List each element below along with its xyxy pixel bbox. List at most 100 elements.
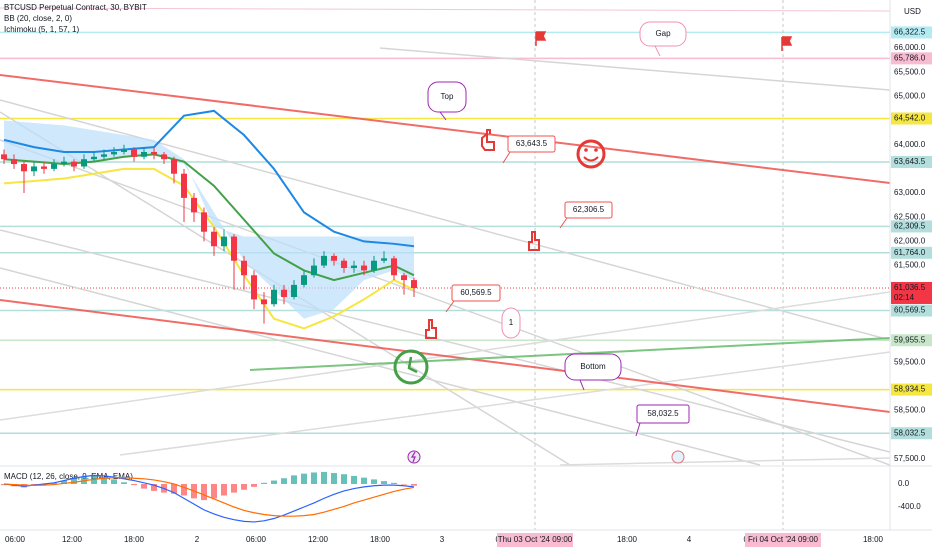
candle-body bbox=[221, 236, 227, 247]
macd-y-tick-label: -400.0 bbox=[898, 502, 921, 511]
hand-icon bbox=[481, 129, 495, 151]
callout-text: Gap bbox=[655, 29, 671, 38]
y-tick-label: 66,000.0 bbox=[894, 43, 926, 52]
macd-histogram-bar bbox=[341, 474, 347, 484]
candle-body bbox=[151, 151, 157, 155]
country-icon bbox=[671, 450, 685, 464]
price-level-label-bg bbox=[891, 220, 932, 233]
countdown-label: 02:14 bbox=[894, 293, 915, 302]
trend-line bbox=[0, 139, 891, 466]
candle-body bbox=[121, 149, 127, 152]
candle-body bbox=[411, 280, 417, 288]
candle-body bbox=[401, 275, 407, 281]
callout-pointer bbox=[654, 45, 661, 57]
y-tick-label: 64,000.0 bbox=[894, 140, 926, 149]
price-level-label-bg bbox=[891, 427, 932, 440]
flag-icon bbox=[535, 31, 547, 46]
price-level-label-bg bbox=[891, 304, 932, 317]
callout-text: Bottom bbox=[580, 362, 606, 371]
y-tick-label: 65,000.0 bbox=[894, 91, 926, 100]
macd-histogram-bar bbox=[131, 483, 137, 486]
y-tick-label: 65,500.0 bbox=[894, 67, 926, 76]
price-level-label: 58,934.5 bbox=[894, 385, 926, 394]
macd-histogram-bar bbox=[201, 483, 207, 501]
macd-histogram-bar bbox=[391, 482, 397, 484]
price-level-label: 65,786.0 bbox=[894, 53, 926, 62]
smiley-mouth bbox=[583, 156, 599, 162]
x-tick-label: Thu 03 Oct '24 09:00 bbox=[498, 535, 573, 544]
price-level-label: 63,643.5 bbox=[894, 157, 926, 166]
macd-histogram-bar bbox=[211, 483, 217, 499]
candle-body bbox=[241, 260, 247, 276]
smiley-eye bbox=[594, 148, 598, 152]
clock-hands bbox=[407, 356, 418, 374]
macd-histogram-bar bbox=[311, 472, 317, 484]
price-level-label-bg bbox=[891, 155, 932, 168]
candle-body bbox=[41, 166, 47, 169]
candle-body bbox=[311, 265, 317, 276]
callout-text: 1 bbox=[509, 318, 514, 327]
callout-text: 62,306.5 bbox=[573, 205, 605, 214]
last-price-label: 61,036.5 bbox=[894, 283, 926, 292]
clock-face-icon bbox=[393, 349, 429, 385]
callout-pointer bbox=[635, 422, 641, 437]
candle-body bbox=[321, 255, 327, 266]
y-tick-label: 59,500.0 bbox=[894, 357, 926, 366]
price-level-label: 61,764.0 bbox=[894, 248, 926, 257]
price-level-label-bg bbox=[891, 334, 932, 347]
trend-line-red bbox=[0, 299, 891, 413]
candle-body bbox=[381, 258, 387, 261]
price-level-label: 60,569.5 bbox=[894, 306, 926, 315]
flag-icon bbox=[781, 36, 793, 51]
last-price-label-bg bbox=[891, 281, 932, 304]
candle-body bbox=[331, 255, 337, 261]
callout-box bbox=[427, 81, 467, 113]
callout-box bbox=[451, 284, 501, 302]
smiley-icon bbox=[576, 139, 606, 169]
macd-histogram-bar bbox=[181, 483, 187, 496]
candle-body bbox=[131, 149, 137, 157]
macd-histogram-bar bbox=[371, 479, 377, 484]
callout-box bbox=[564, 353, 622, 381]
candle-body bbox=[51, 164, 57, 169]
indicator-label: MACD (12, 26, close, 9, EMA, EMA) bbox=[4, 472, 133, 481]
macd-histogram-bar bbox=[351, 475, 357, 484]
x-tick-label: 06:00 bbox=[5, 535, 26, 544]
x-tick-label: 18:00 bbox=[370, 535, 391, 544]
callout-box bbox=[636, 404, 690, 424]
candle-body bbox=[371, 260, 377, 271]
macd-histogram-bar bbox=[61, 480, 67, 484]
candle-body bbox=[21, 164, 27, 172]
callout-pointer bbox=[559, 217, 568, 229]
macd-histogram-bar bbox=[261, 482, 267, 484]
trend-line bbox=[379, 47, 891, 91]
macd-histogram-bar bbox=[141, 483, 147, 489]
candle-body bbox=[81, 159, 87, 167]
macd-histogram-bar bbox=[231, 483, 237, 493]
candle-body bbox=[271, 289, 277, 305]
x-tick-label: 3 bbox=[440, 535, 445, 544]
price-level-label: 62,309.5 bbox=[894, 222, 926, 231]
x-tick-label: 12:00 bbox=[62, 535, 83, 544]
y-tick-label: 58,500.0 bbox=[894, 406, 926, 415]
x-tick-label: 18:00 bbox=[124, 535, 145, 544]
x-tick-label: 18:00 bbox=[863, 535, 884, 544]
macd-histogram-bar bbox=[111, 479, 117, 484]
event-bolt bbox=[410, 451, 416, 463]
price-level-label-bg bbox=[891, 246, 932, 259]
candle-body bbox=[391, 258, 397, 276]
candle-body bbox=[61, 161, 67, 165]
candle-body bbox=[191, 197, 197, 213]
macd-histogram-bar bbox=[331, 473, 337, 484]
macd-y-tick-label: 0.0 bbox=[898, 479, 910, 488]
candle-body bbox=[231, 236, 237, 261]
callout-pointer bbox=[439, 111, 447, 121]
y-tick-label: 62,500.0 bbox=[894, 212, 926, 221]
candle-body bbox=[11, 159, 17, 165]
price-level-label-bg bbox=[891, 112, 932, 125]
macd-histogram-bar bbox=[361, 477, 367, 484]
candle-body bbox=[291, 284, 297, 297]
macd-histogram-bar bbox=[71, 478, 77, 484]
candle-body bbox=[141, 151, 147, 157]
